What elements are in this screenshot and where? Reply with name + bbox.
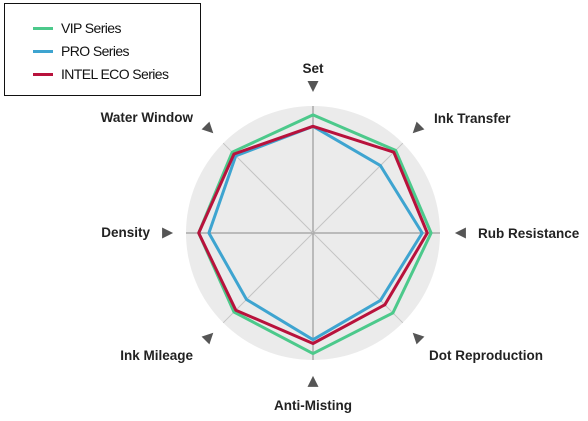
axis-arrow-icon: [412, 121, 425, 134]
legend-item-vip: VIP Series: [33, 18, 121, 38]
legend-label: INTEL ECO Series: [61, 66, 169, 82]
axis-arrow-icon: [412, 332, 425, 345]
axis-label-set: Set: [302, 61, 324, 76]
series-line-0: [197, 113, 433, 356]
axis-arrow-icon: [201, 332, 214, 345]
grid-spoke: [222, 142, 314, 234]
legend-swatch: [33, 72, 53, 76]
axis-label-density: Density: [101, 225, 150, 240]
legend-label: VIP Series: [61, 20, 121, 36]
series-line-1: [207, 124, 424, 342]
axis-label-anti-misting: Anti-Misting: [274, 398, 352, 413]
axis-label-water-window: Water Window: [101, 110, 194, 125]
grid-spoke: [222, 232, 314, 324]
axis-arrow-icon: [307, 81, 319, 92]
legend-swatch: [33, 26, 53, 30]
axis-label-ink-transfer: Ink Transfer: [434, 111, 511, 126]
legend-swatch: [33, 49, 53, 53]
axis-label-rub-resistance: Rub Resistance: [478, 226, 580, 241]
series-line-2: [197, 124, 429, 345]
legend-label: PRO Series: [61, 43, 130, 59]
legend-item-intel-eco: INTEL ECO Series: [33, 64, 169, 84]
axis-label-ink-mileage: Ink Mileage: [120, 348, 193, 363]
legend-item-pro: PRO Series: [33, 41, 130, 61]
grid-spoke: [312, 232, 404, 324]
axis-label-dot-reproduction: Dot Reproduction: [429, 348, 543, 363]
axis-arrow-icon: [162, 227, 174, 239]
legend: VIP Series PRO Series INTEL ECO Series: [4, 3, 201, 96]
grid-spoke: [312, 142, 404, 234]
axis-arrow-icon: [201, 121, 214, 134]
axis-arrow-icon: [454, 227, 466, 239]
axis-arrow-icon: [307, 375, 319, 387]
